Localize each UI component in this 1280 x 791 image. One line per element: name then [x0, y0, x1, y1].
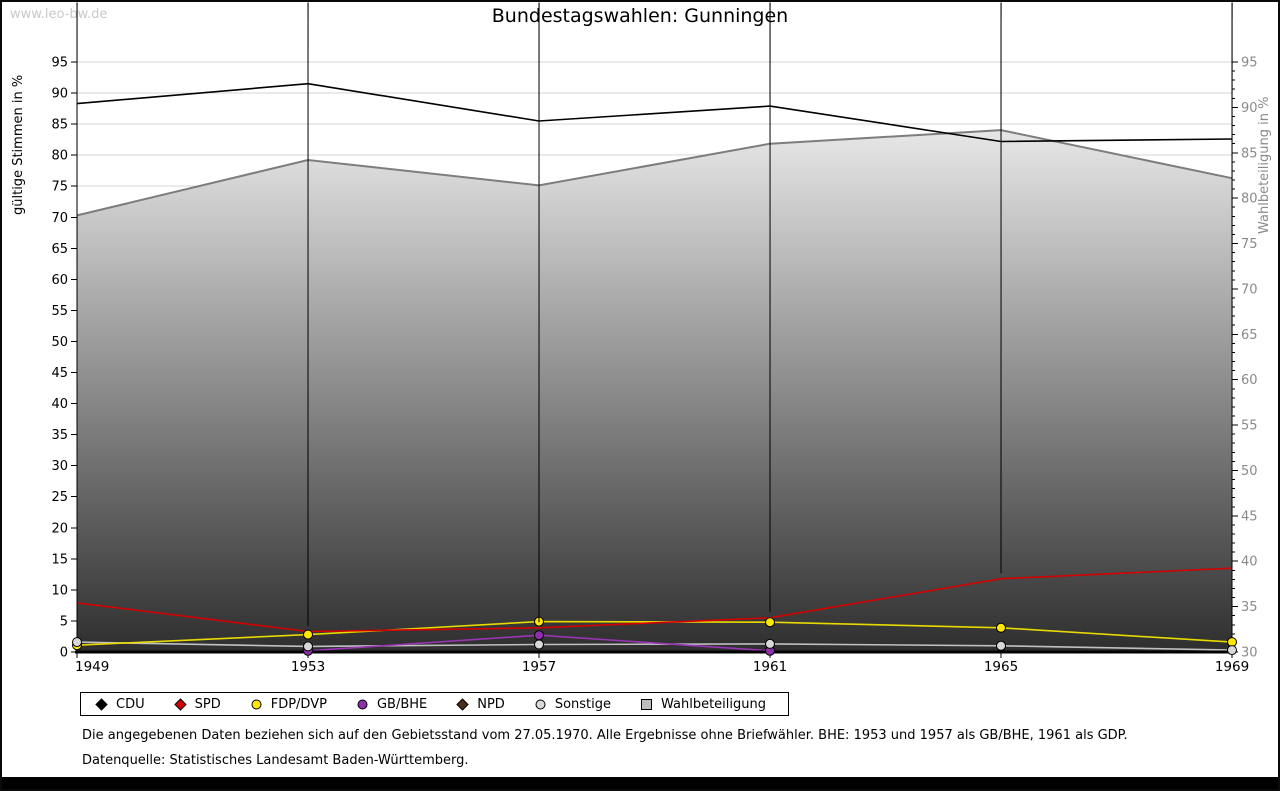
legend-label-gb-bhe: GB/BHE	[376, 696, 428, 712]
left-axis-title: gültige Stimmen in %	[11, 75, 26, 215]
svg-text:45: 45	[1241, 509, 1258, 524]
legend-label-spd: SPD	[194, 696, 221, 712]
svg-text:40: 40	[1241, 555, 1258, 570]
svg-text:55: 55	[1241, 419, 1258, 434]
svg-text:30: 30	[51, 459, 68, 474]
marker-sonstige	[534, 639, 544, 650]
series-line-spd	[76, 567, 1233, 633]
svg-text:95: 95	[1241, 56, 1258, 71]
svg-text:1949: 1949	[75, 659, 109, 675]
legend-marker-npd	[456, 697, 469, 711]
svg-text:40: 40	[51, 397, 68, 412]
svg-text:75: 75	[1241, 237, 1258, 252]
legend-marker-sonstige	[535, 699, 546, 709]
svg-text:95: 95	[51, 56, 68, 71]
left-axis-tick-labels: 0 5 10 15 20 25 30 35 40 45 50 55 60 65 70 75 80 85 90 95	[51, 56, 68, 661]
series-line-sonstige	[76, 641, 1233, 651]
legend-label-wahlbeteiligung: Wahlbeteiligung	[661, 696, 767, 712]
svg-text:1965: 1965	[984, 659, 1018, 675]
legend-item-gb-bhe: GB/BHE	[355, 697, 427, 712]
svg-text:15: 15	[51, 552, 68, 567]
footnote-datenquelle: Datenquelle: Statistisches Landesamt Bad…	[82, 753, 469, 768]
page-title: Bundestagswahlen: Gunningen	[491, 5, 789, 27]
svg-text:65: 65	[51, 242, 68, 257]
svg-text:0: 0	[60, 646, 68, 661]
svg-text:1953: 1953	[291, 659, 325, 675]
series-line-fdp-dvp	[76, 620, 1233, 646]
footnote-gebietsstand: Die angegebenen Daten beziehen sich auf …	[82, 728, 1128, 743]
marker-sonstige	[303, 641, 313, 652]
svg-text:90: 90	[51, 87, 68, 102]
svg-text:70: 70	[51, 211, 68, 226]
legend-label-fdp-dvp: FDP/DVP	[270, 696, 327, 712]
legend-marker-shape-npd	[456, 697, 469, 711]
legend-marker-shape-sonstige	[535, 699, 546, 709]
right-axis-title: Wahlbeteiligung in %	[1257, 97, 1272, 234]
svg-text:10: 10	[51, 583, 68, 598]
svg-text:65: 65	[1241, 328, 1258, 343]
svg-text:45: 45	[51, 366, 68, 381]
svg-text:20: 20	[51, 521, 68, 536]
legend-label-npd: NPD	[477, 696, 505, 712]
legend-marker-cdu	[95, 697, 108, 711]
legend-marker-fdp-dvp	[251, 699, 262, 709]
legend-marker-spd	[173, 697, 187, 711]
svg-text:85: 85	[1241, 146, 1258, 161]
legend-marker-shape-gb-bhe	[357, 699, 368, 709]
legend-marker-wahlbeteiligung	[641, 698, 652, 710]
legend-marker-shape-spd	[173, 697, 187, 711]
svg-text:1969: 1969	[1215, 659, 1249, 675]
legend-item-spd: SPD	[173, 697, 221, 712]
x-axis-tick-labels: 1949 1953 1957 1961 1965 1969	[75, 659, 1249, 675]
svg-text:70: 70	[1241, 282, 1258, 297]
svg-text:60: 60	[51, 273, 68, 288]
svg-text:50: 50	[51, 335, 68, 350]
svg-text:55: 55	[51, 304, 68, 319]
right-axis-tick-labels: 30 35 40 45 50 55 60 65 70 75 80 85 90 95	[1241, 56, 1258, 661]
svg-text:1957: 1957	[522, 659, 556, 675]
svg-text:5: 5	[60, 614, 68, 629]
legend-marker-shape-fdp-dvp	[251, 699, 262, 709]
legend-item-sonstige: Sonstige	[533, 697, 611, 712]
svg-text:60: 60	[1241, 373, 1258, 388]
marker-fdp-dvp	[765, 617, 775, 628]
svg-text:35: 35	[1241, 600, 1258, 615]
svg-text:1961: 1961	[753, 659, 787, 675]
legend-marker-gb-bhe	[357, 699, 368, 709]
legend-label-cdu: CDU	[116, 696, 145, 712]
svg-text:50: 50	[1241, 464, 1258, 479]
marker-sonstige	[1227, 645, 1237, 656]
legend-item-cdu: CDU	[94, 697, 145, 712]
svg-text:80: 80	[1241, 192, 1258, 207]
svg-text:30: 30	[1241, 646, 1258, 661]
legend-item-wahlbeteiligung: Wahlbeteiligung	[639, 697, 766, 712]
svg-text:90: 90	[1241, 101, 1258, 116]
bottom-border-bar	[2, 777, 1278, 789]
svg-text:80: 80	[51, 149, 68, 164]
svg-text:35: 35	[51, 428, 68, 443]
legend-marker-shape-wahlbeteiligung	[641, 698, 652, 710]
marker-sonstige	[996, 640, 1006, 651]
marker-fdp-dvp	[996, 622, 1006, 633]
legend-item-npd: NPD	[455, 697, 505, 712]
turnout-line	[76, 129, 1233, 217]
legend: CDU SPD FDP/DVP GB/BHE NPD Sonstige Wahlbeteil…	[80, 692, 789, 716]
series-line-cdu	[76, 82, 1233, 143]
watermark: www.leo-bw.de	[10, 7, 108, 22]
turnout-area	[77, 130, 1232, 653]
legend-marker-shape-cdu	[95, 697, 108, 711]
marker-sonstige	[72, 637, 82, 648]
svg-text:75: 75	[51, 180, 68, 195]
marker-fdp-dvp	[303, 629, 313, 640]
marker-gb-bhe	[534, 630, 544, 641]
marker-sonstige	[765, 638, 775, 649]
legend-label-sonstige: Sonstige	[554, 696, 611, 712]
svg-text:25: 25	[51, 490, 68, 505]
legend-item-fdp-dvp: FDP/DVP	[249, 697, 327, 712]
svg-text:85: 85	[51, 118, 68, 133]
